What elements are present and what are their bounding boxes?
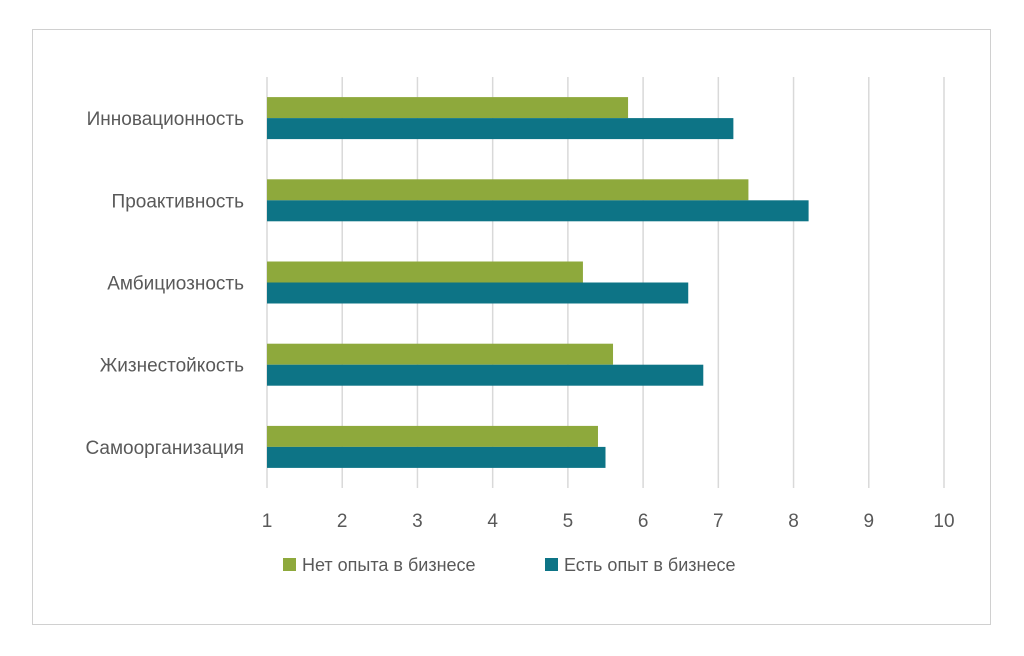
x-tick-label: 8 [788,511,799,532]
bar [267,200,809,222]
x-tick-label: 9 [863,511,874,532]
x-tick-label: 3 [412,511,423,532]
bars [267,97,809,468]
x-axis-tick-labels: 1 2 3 4 5 6 7 8 9 10 [262,511,955,532]
bar [267,425,598,447]
gridlines [266,77,945,488]
category-label: Самоорганизация [85,438,244,459]
bar [267,179,749,201]
legend-label: Нет опыта в бизнесе [302,555,476,575]
legend-label: Есть опыт в бизнесе [564,555,736,575]
x-tick-label: 7 [713,511,724,532]
x-tick-label: 5 [563,511,574,532]
x-tick-label: 2 [337,511,348,532]
category-label: Амбициозность [107,274,244,295]
bar [267,343,614,365]
bar [267,261,583,283]
bar [267,282,689,304]
bar [267,364,704,386]
bar [267,118,734,140]
legend-swatch [545,558,558,571]
x-tick-label: 6 [638,511,649,532]
category-label: Жизнестойкость [100,356,244,377]
legend: Нет опыта в бизнесе Есть опыт в бизнесе [283,555,736,575]
bar [267,97,629,119]
bar [267,446,606,468]
x-tick-label: 4 [487,511,498,532]
legend-swatch [283,558,296,571]
x-tick-label: 1 [262,511,273,532]
x-tick-label: 10 [933,511,954,532]
category-label: Проактивность [112,191,245,212]
category-label: Инновационность [87,109,244,130]
category-labels: Инновационность Проактивность Амбициозност… [85,109,244,459]
